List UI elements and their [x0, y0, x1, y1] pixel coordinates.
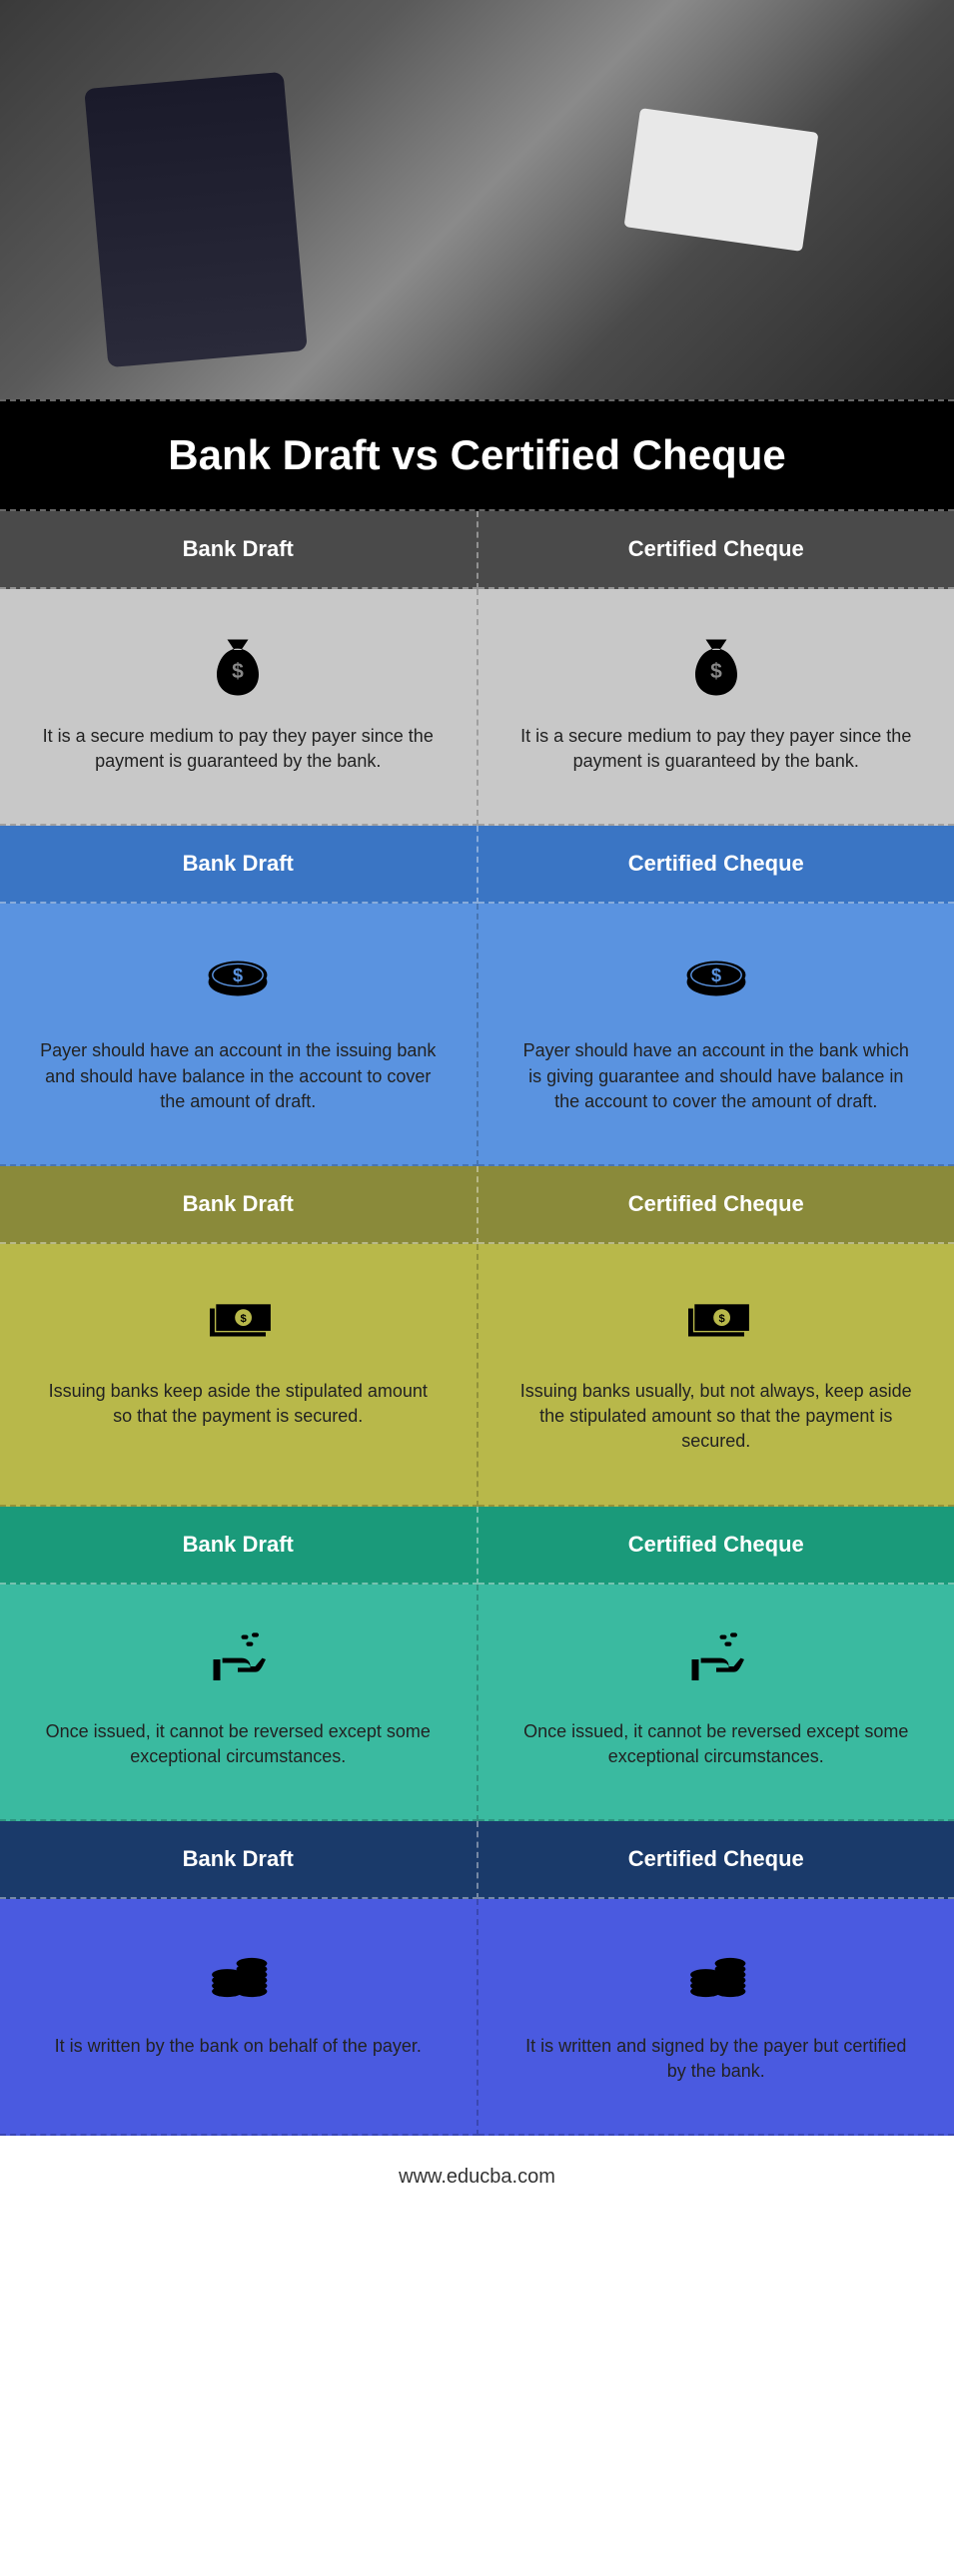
footer: www.educba.com — [0, 2136, 954, 2219]
section-header-0: Bank DraftCertified Cheque — [0, 511, 954, 589]
svg-text:$: $ — [711, 966, 721, 985]
page-title: Bank Draft vs Certified Cheque — [20, 431, 934, 479]
footer-url: www.educba.com — [399, 2166, 555, 2188]
svg-text:$: $ — [241, 1313, 248, 1325]
content-right: $ Payer should have an account in the ban… — [478, 904, 954, 1166]
header-left: Bank Draft — [0, 1507, 478, 1585]
left-text: It is written by the bank on behalf of t… — [40, 2034, 437, 2059]
content-right: $ Issuing banks usually, but not always, … — [478, 1244, 954, 1507]
bill-icon: $ — [203, 1284, 273, 1354]
coin-stack-icon — [681, 1939, 751, 2009]
content-left: It is written by the bank on behalf of t… — [0, 1899, 478, 2136]
svg-text:$: $ — [232, 660, 244, 683]
right-text: Issuing banks usually, but not always, k… — [518, 1379, 915, 1455]
section-header-3: Bank DraftCertified Cheque — [0, 1507, 954, 1585]
header-left: Bank Draft — [0, 1166, 478, 1244]
hand-coins-icon — [203, 1624, 273, 1694]
right-text: Payer should have an account in the bank… — [518, 1038, 915, 1114]
right-text: It is written and signed by the payer bu… — [518, 2034, 915, 2084]
header-left: Bank Draft — [0, 511, 478, 589]
title-bar: Bank Draft vs Certified Cheque — [0, 399, 954, 511]
header-right: Certified Cheque — [478, 511, 954, 589]
left-text: Issuing banks keep aside the stipulated … — [40, 1379, 437, 1429]
content-right: It is written and signed by the payer bu… — [478, 1899, 954, 2136]
bill-icon: $ — [681, 1284, 751, 1354]
left-text: Payer should have an account in the issu… — [40, 1038, 437, 1114]
header-right: Certified Cheque — [478, 1507, 954, 1585]
content-right: Once issued, it cannot be reversed excep… — [478, 1585, 954, 1821]
header-left: Bank Draft — [0, 826, 478, 904]
left-text: It is a secure medium to pay they payer … — [40, 724, 437, 774]
hero-image — [0, 0, 954, 399]
content-right: $ It is a secure medium to pay they payer… — [478, 589, 954, 826]
left-text: Once issued, it cannot be reversed excep… — [40, 1719, 437, 1769]
content-left: $ Payer should have an account in the iss… — [0, 904, 478, 1166]
coin-stack-icon — [203, 1939, 273, 2009]
header-right: Certified Cheque — [478, 826, 954, 904]
money-bag-icon: $ — [681, 629, 751, 699]
right-text: Once issued, it cannot be reversed excep… — [518, 1719, 915, 1769]
svg-text:$: $ — [718, 1313, 725, 1325]
svg-text:$: $ — [233, 966, 243, 985]
coin-icon: $ — [681, 944, 751, 1013]
content-left: $ Issuing banks keep aside the stipulated… — [0, 1244, 478, 1507]
section-header-2: Bank DraftCertified Cheque — [0, 1166, 954, 1244]
section-content-1: $ Payer should have an account in the iss… — [0, 904, 954, 1166]
money-bag-icon: $ — [203, 629, 273, 699]
hand-coins-icon — [681, 1624, 751, 1694]
content-left: Once issued, it cannot be reversed excep… — [0, 1585, 478, 1821]
section-header-4: Bank DraftCertified Cheque — [0, 1821, 954, 1899]
section-content-0: $ It is a secure medium to pay they payer… — [0, 589, 954, 826]
svg-text:$: $ — [710, 660, 722, 683]
header-right: Certified Cheque — [478, 1166, 954, 1244]
header-left: Bank Draft — [0, 1821, 478, 1899]
section-content-4: It is written by the bank on behalf of t… — [0, 1899, 954, 2136]
section-content-3: Once issued, it cannot be reversed excep… — [0, 1585, 954, 1821]
content-left: $ It is a secure medium to pay they payer… — [0, 589, 478, 826]
right-text: It is a secure medium to pay they payer … — [518, 724, 915, 774]
comparison-sections: Bank DraftCertified Cheque$It is a secur… — [0, 511, 954, 2136]
header-right: Certified Cheque — [478, 1821, 954, 1899]
coin-icon: $ — [203, 944, 273, 1013]
section-content-2: $ Issuing banks keep aside the stipulated… — [0, 1244, 954, 1507]
section-header-1: Bank DraftCertified Cheque — [0, 826, 954, 904]
